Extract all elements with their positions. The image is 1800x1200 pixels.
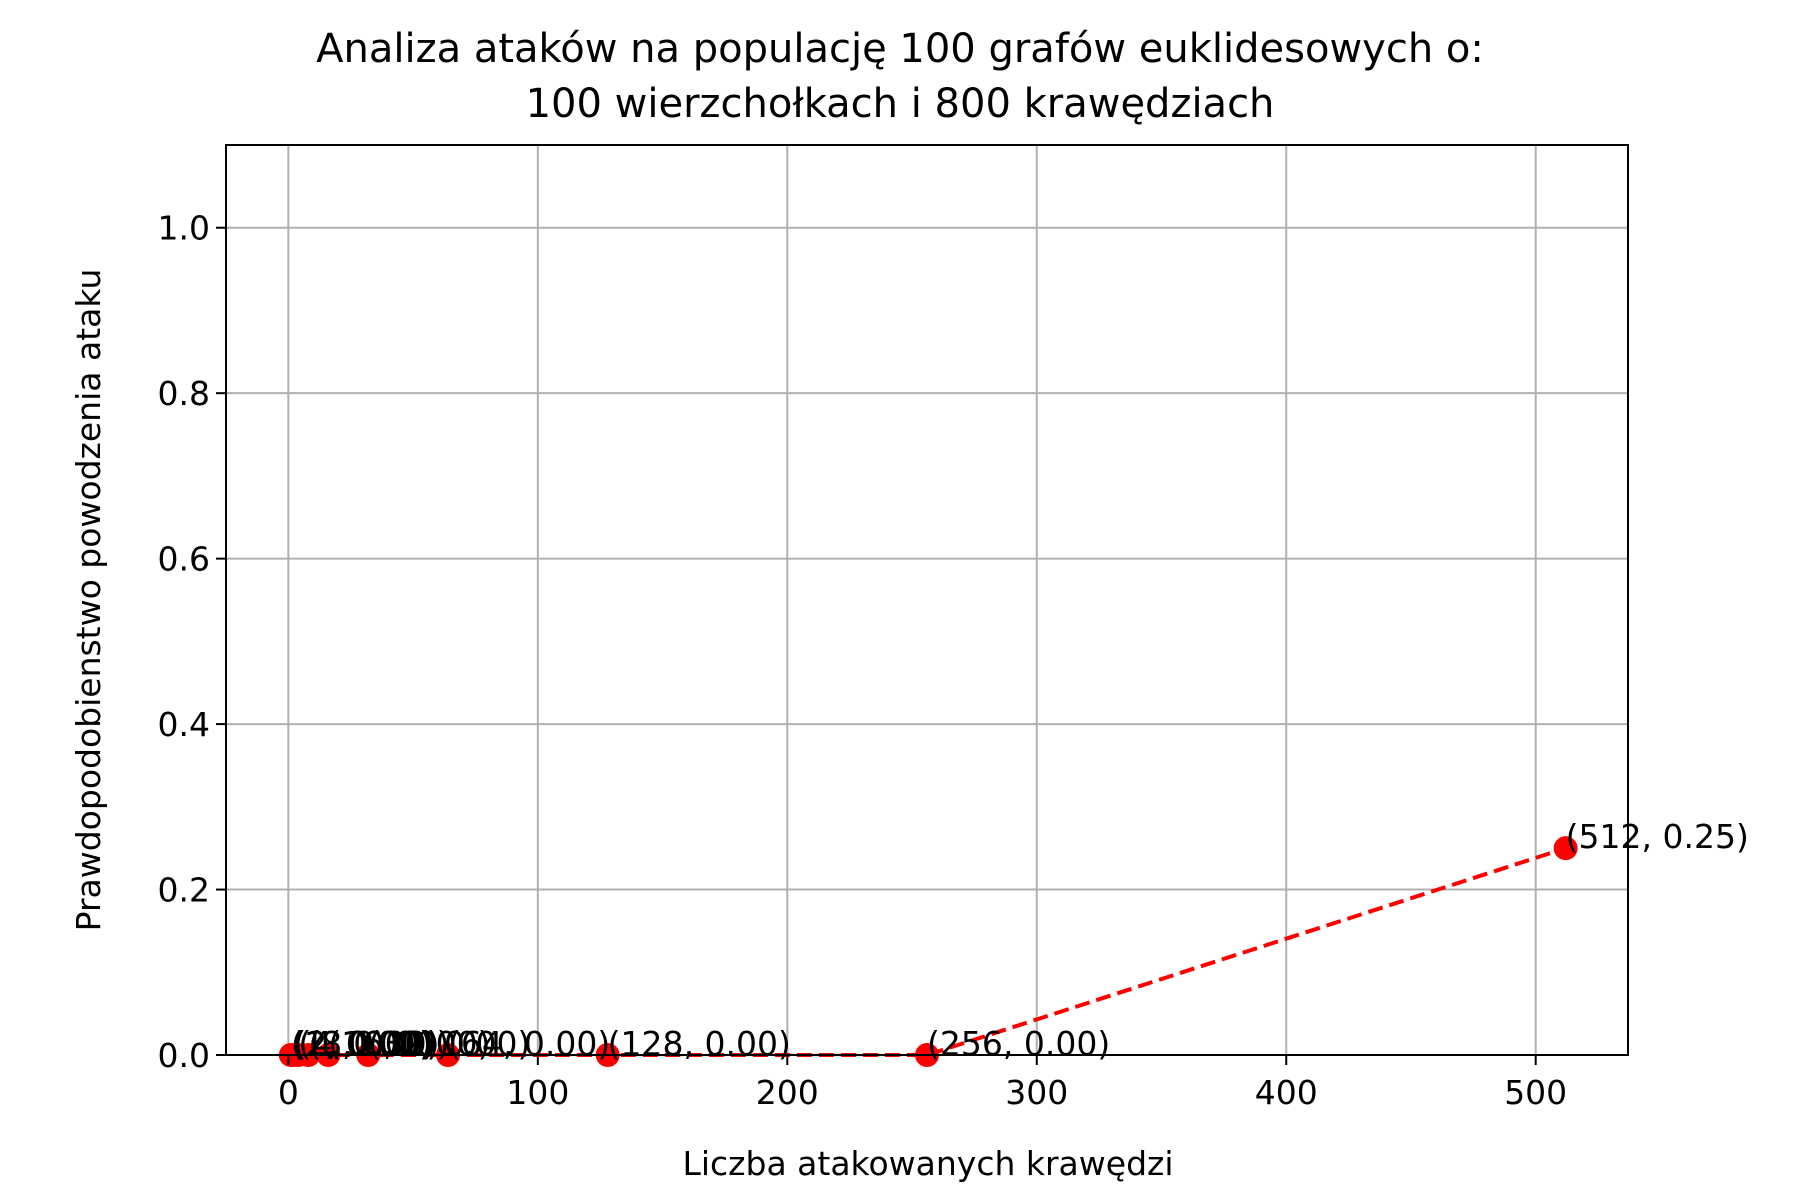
data-point-label: (2, 0.00) [293, 1024, 434, 1063]
y-axis-label: Prawdopodobienstwo powodzenia ataku [69, 269, 108, 932]
data-point-label: (128, 0.00) [608, 1024, 791, 1063]
y-tick-label: 0.8 [158, 374, 210, 413]
x-tick-label: 200 [756, 1073, 819, 1112]
data-point-label: (8, 0.00) [308, 1024, 449, 1063]
data-point-label: (512, 0.25) [1566, 817, 1749, 856]
data-point-label: (32, 0.00) [368, 1024, 530, 1063]
y-tick-label: 0.4 [158, 705, 210, 744]
data-point-label: (16, 0.00) [328, 1024, 490, 1063]
x-tick-label: 100 [506, 1073, 569, 1112]
data-point-label: (256, 0.00) [927, 1024, 1110, 1063]
grid [226, 145, 1628, 1056]
data-point-label: (64, 0.00) [448, 1024, 610, 1063]
chart-title-line-1: Analiza ataków na populację 100 grafów e… [316, 26, 1484, 72]
data-point [1553, 836, 1578, 861]
y-tick-label: 0.2 [158, 871, 210, 910]
data-point-label: (4, 0.00) [298, 1024, 439, 1063]
x-axis-label: Liczba atakowanych krawędzi [682, 1144, 1173, 1183]
data-labels: (1, 0.00)(2, 0.00)(4, 0.00)(8, 0.00)(16,… [291, 817, 1749, 1063]
axis-ticks: 0 100 200 300 400 500 0.0 0.2 0.4 0.6 0.8 1.0 [158, 209, 1568, 1112]
data-point-label: (1, 0.00) [291, 1024, 432, 1063]
y-tick-label: 1.0 [158, 209, 210, 248]
x-tick-label: 500 [1504, 1073, 1567, 1112]
plot-area-frame [225, 144, 1629, 1056]
y-tick-label: 0.6 [158, 540, 210, 579]
x-tick-label: 400 [1255, 1073, 1318, 1112]
chart-title-line-2: 100 wierzchołkach i 800 krawędziach [526, 81, 1275, 127]
y-tick-label: 0.0 [158, 1036, 210, 1075]
x-tick-label: 0 [278, 1073, 299, 1112]
x-tick-label: 300 [1005, 1073, 1068, 1112]
